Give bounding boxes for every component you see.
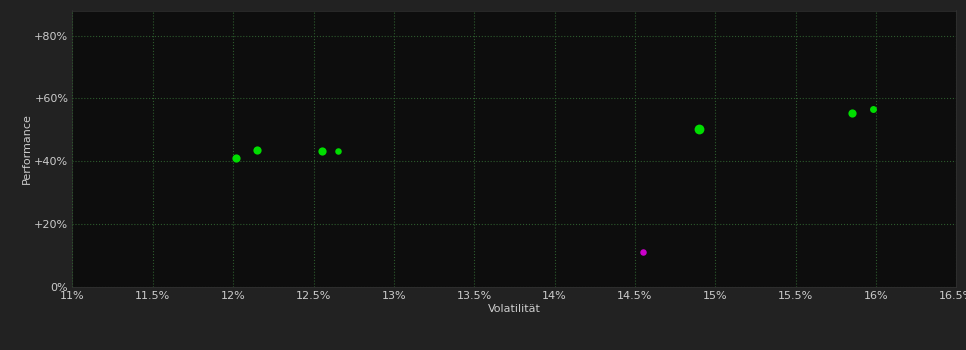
- Point: [329, 148, 346, 153]
- Point: [314, 148, 329, 154]
- Point: [636, 250, 651, 255]
- Point: [249, 147, 265, 153]
- Y-axis label: Performance: Performance: [21, 113, 31, 184]
- Point: [844, 110, 860, 116]
- Point: [692, 126, 707, 132]
- X-axis label: Volatilität: Volatilität: [488, 304, 541, 314]
- Point: [229, 155, 244, 160]
- Point: [865, 106, 880, 111]
